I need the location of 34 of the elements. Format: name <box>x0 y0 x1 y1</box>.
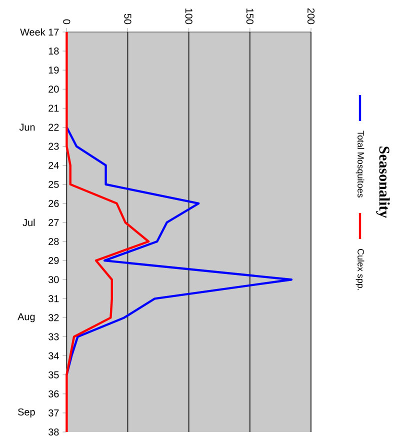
y-tick-label: 33 <box>48 333 59 340</box>
y-tick-label: 19 <box>48 66 59 74</box>
y-tick-label: 24 <box>48 162 59 169</box>
text: Seasonality <box>376 146 390 218</box>
y-tick-label: 32 <box>48 314 59 322</box>
y-tick-label: 31 <box>48 295 59 302</box>
y-tick-label: 28 <box>48 238 59 246</box>
y-tick-label: 21 <box>48 104 59 112</box>
y-tick-label: 23 <box>48 142 59 150</box>
y-tick-label: 37 <box>48 409 59 416</box>
text: Jul <box>22 218 35 226</box>
y-tick-label: 27 <box>48 218 59 226</box>
y-tick-label: Week 17 <box>20 28 59 36</box>
y-tick-label: 29 <box>48 257 59 264</box>
y-tick-label: 20 <box>48 86 59 93</box>
y-tick-label: 34 <box>48 352 59 360</box>
y-tick-label: 25 <box>48 180 59 188</box>
y-tick-label: 35 <box>48 371 59 378</box>
x-tick-label: 50 <box>124 14 132 24</box>
y-tick-label: 30 <box>48 276 59 284</box>
x-tick-label: 200 <box>307 8 315 24</box>
y-tick-label: 36 <box>48 390 59 398</box>
text: Total Mosquitoes <box>356 130 364 198</box>
x-tick-label: 0 <box>63 19 70 24</box>
y-tick-label: 26 <box>48 200 59 207</box>
y-tick-label: 18 <box>48 48 59 55</box>
text: Culex spp. <box>356 248 364 290</box>
x-tick-label: 100 <box>185 8 192 24</box>
text: Jun <box>19 124 35 131</box>
y-tick-label: 38 <box>48 428 59 436</box>
text: Aug <box>18 313 35 322</box>
text: Sep <box>18 408 35 418</box>
x-tick-label: 150 <box>246 8 254 24</box>
y-tick-label: 22 <box>48 124 59 131</box>
